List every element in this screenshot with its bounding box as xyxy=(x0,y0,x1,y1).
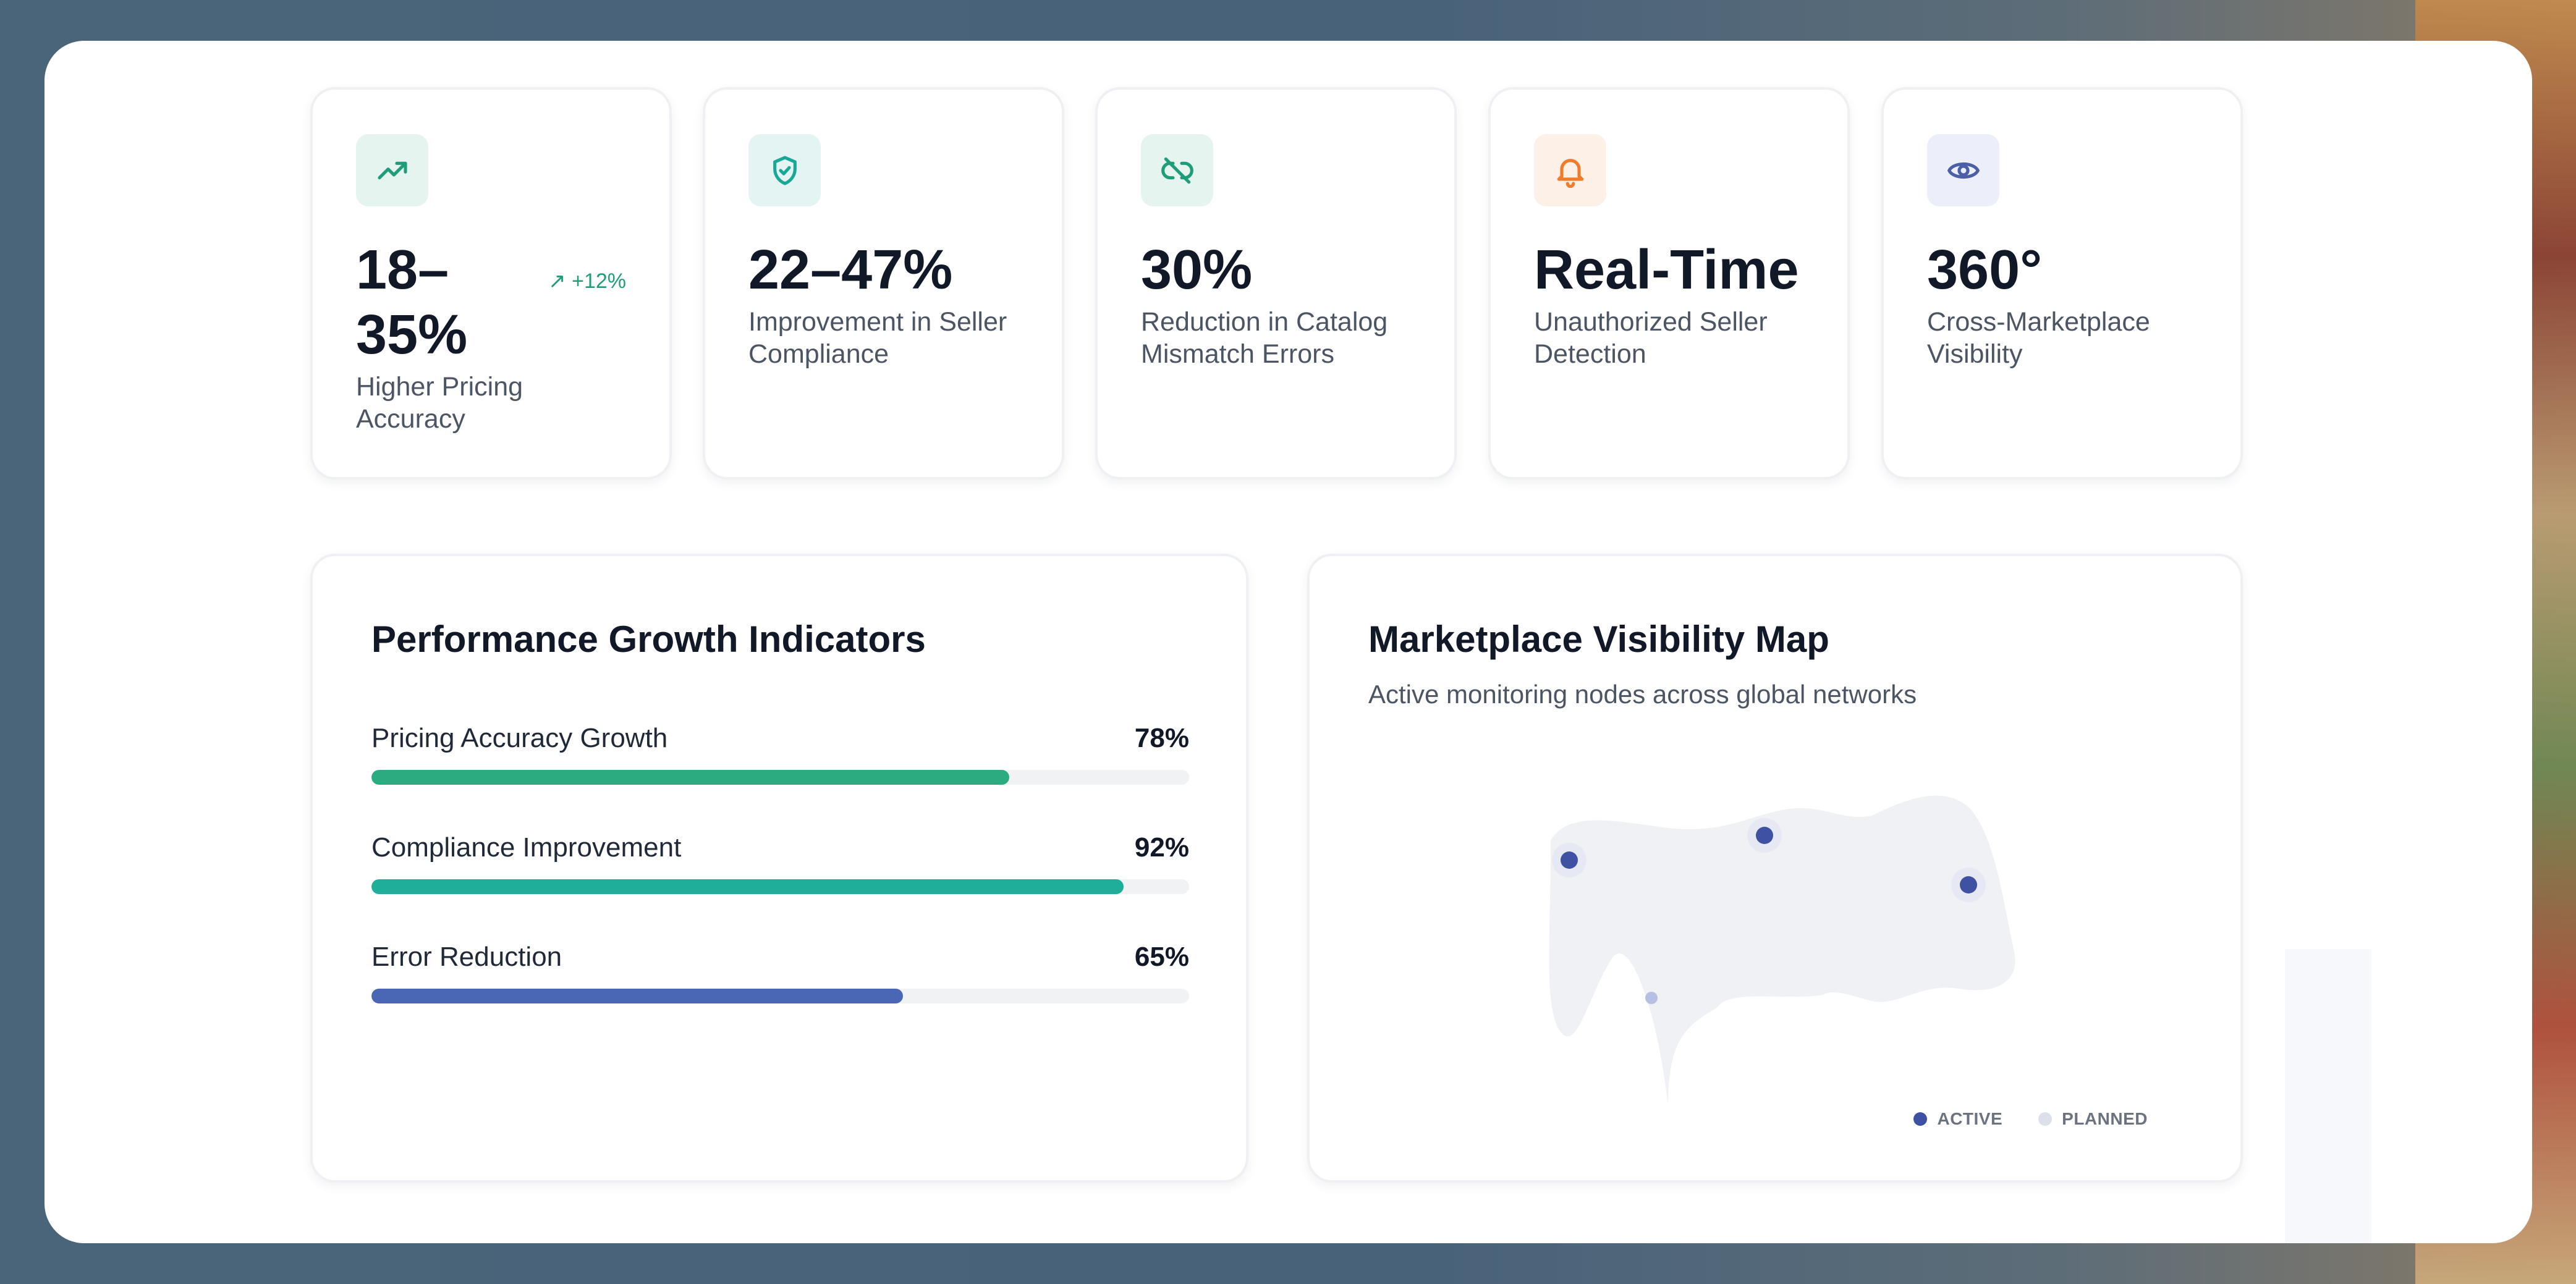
stat-value: 30% xyxy=(1141,239,1253,301)
arrow-up-right-icon: ↗ xyxy=(548,269,566,293)
stat-value: 22–47% xyxy=(748,239,953,301)
stat-value: 360° xyxy=(1927,239,2043,301)
metric-label: Error Reduction xyxy=(371,942,562,972)
metric-value: 92% xyxy=(1134,832,1189,863)
map-landmass xyxy=(1549,795,2015,1106)
stat-value: 18–35% xyxy=(356,239,468,366)
unlink-icon xyxy=(1141,134,1213,206)
map-node-active[interactable] xyxy=(1756,827,1773,844)
progress-track xyxy=(371,989,1189,1003)
map-subtitle: Active monitoring nodes across global ne… xyxy=(1368,680,1917,709)
stat-label: Unauthorized Seller Detection xyxy=(1534,307,1768,369)
stat-value: Real-Time xyxy=(1534,239,1799,301)
stat-trend-badge: ↗ +12% xyxy=(548,269,626,294)
stat-card-seller-compliance: 22–47% Improvement in Seller Compliance xyxy=(703,87,1064,479)
map-node-active[interactable] xyxy=(1960,876,1977,893)
map-node-active[interactable] xyxy=(1561,851,1578,869)
map-node-planned[interactable] xyxy=(1645,992,1658,1004)
metric-label: Compliance Improvement xyxy=(371,832,682,863)
visibility-map-card: Marketplace Visibility Map Active monito… xyxy=(1307,554,2243,1183)
world-map xyxy=(1549,795,2015,1106)
stat-label: Higher Pricing Accuracy xyxy=(356,372,523,434)
progress-fill xyxy=(371,770,1009,785)
metric-value: 65% xyxy=(1134,942,1189,972)
legend-active-label: ACTIVE xyxy=(1937,1109,2003,1128)
stat-card-seller-detection: Real-Time Unauthorized Seller Detection xyxy=(1488,87,1850,479)
stat-card-marketplace-visibility: 360° Cross-Marketplace Visibility xyxy=(1881,87,2243,479)
progress-fill xyxy=(371,989,903,1003)
metric-label: Pricing Accuracy Growth xyxy=(371,723,668,753)
map-legend: ACTIVE PLANNED xyxy=(1913,1109,2148,1129)
active-dot-icon xyxy=(1913,1112,1928,1126)
stat-label: Improvement in Seller Compliance xyxy=(748,307,1007,369)
performance-title: Performance Growth Indicators xyxy=(371,619,926,660)
metric-value: 78% xyxy=(1134,723,1189,753)
eye-icon xyxy=(1927,134,1999,206)
stat-label: Cross-Marketplace Visibility xyxy=(1927,307,2150,369)
stat-card-catalog-errors: 30% Reduction in Catalog Mismatch Errors xyxy=(1095,87,1457,479)
map-title: Marketplace Visibility Map xyxy=(1368,619,1829,660)
stat-label: Reduction in Catalog Mismatch Errors xyxy=(1141,307,1388,369)
legend-planned-label: PLANNED xyxy=(2062,1109,2148,1128)
bell-icon xyxy=(1534,134,1606,206)
progress-track xyxy=(371,770,1189,785)
progress-track xyxy=(371,879,1189,894)
background-shape xyxy=(2285,949,2371,1243)
performance-card: Performance Growth Indicators Pricing Ac… xyxy=(310,554,1248,1183)
trending-up-icon xyxy=(356,134,428,206)
stat-trend-text: +12% xyxy=(572,269,626,293)
planned-dot-icon xyxy=(2038,1112,2053,1126)
stat-card-pricing-accuracy: 18–35% ↗ +12% Higher Pricing Accuracy xyxy=(310,87,672,479)
progress-fill xyxy=(371,879,1124,894)
shield-check-icon xyxy=(748,134,821,206)
dashboard-panel: 18–35% ↗ +12% Higher Pricing Accuracy 22… xyxy=(44,41,2532,1243)
